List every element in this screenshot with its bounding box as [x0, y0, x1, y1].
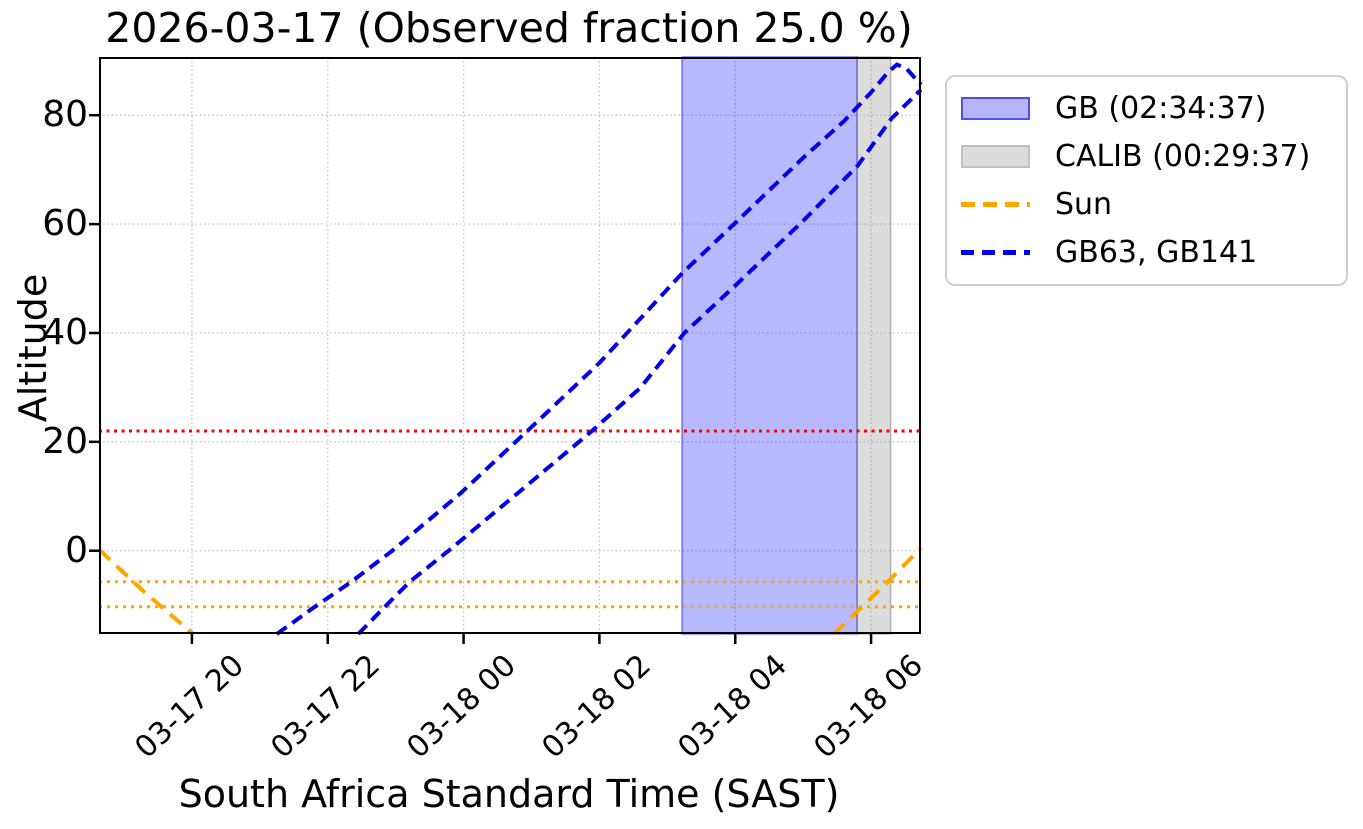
- y-tick-label: 20: [42, 420, 88, 462]
- altitude-plot-canvas: [89, 56, 923, 644]
- legend-label-sun: Sun: [1055, 186, 1113, 222]
- x-tick-label: 03-17 22: [264, 647, 387, 766]
- axes-frame: [99, 57, 921, 634]
- targets-line-swatch: [961, 249, 1030, 255]
- legend-item-targets: GB63, GB141: [961, 235, 1332, 270]
- x-tick-label: 03-18 06: [807, 647, 930, 766]
- series-gb63-gb141: [275, 62, 923, 636]
- plot-area: [89, 56, 923, 644]
- legend-item-calib-window: CALIB (00:29:37): [961, 139, 1332, 174]
- legend-label-targets: GB63, GB141: [1055, 234, 1258, 270]
- sun-line-swatch: [961, 201, 1030, 207]
- gb-window-swatch: [961, 97, 1030, 121]
- legend-label-calib-window: CALIB (00:29:37): [1055, 139, 1311, 175]
- x-tick-label: 03-18 02: [535, 647, 659, 766]
- series-sun: [97, 548, 195, 636]
- legend-item-gb-window: GB (02:34:37): [961, 91, 1332, 126]
- legend: GB (02:34:37) CALIB (00:29:37) Sun GB63,…: [945, 75, 1348, 286]
- y-tick-label: 40: [42, 311, 88, 353]
- x-tick-label: 03-17 20: [128, 647, 251, 766]
- y-tick-label: 0: [65, 529, 88, 571]
- legend-label-gb-window: GB (02:34:37): [1055, 91, 1267, 127]
- x-axis-label: South Africa Standard Time (SAST): [178, 772, 840, 816]
- gb-window-band: [681, 56, 858, 635]
- y-tick-label: 80: [42, 94, 88, 136]
- series-sun: [832, 546, 923, 636]
- calib-window-swatch: [961, 145, 1030, 169]
- chart-title: 2026-03-17 (Observed fraction 25.0 %): [105, 4, 913, 52]
- calib-window-band: [856, 56, 892, 635]
- series-gb63-gb141: [356, 88, 923, 636]
- x-tick-label: 03-18 04: [671, 647, 795, 766]
- x-tick-label: 03-18 00: [399, 647, 523, 766]
- y-tick-label: 60: [42, 203, 88, 245]
- legend-item-sun: Sun: [961, 187, 1332, 222]
